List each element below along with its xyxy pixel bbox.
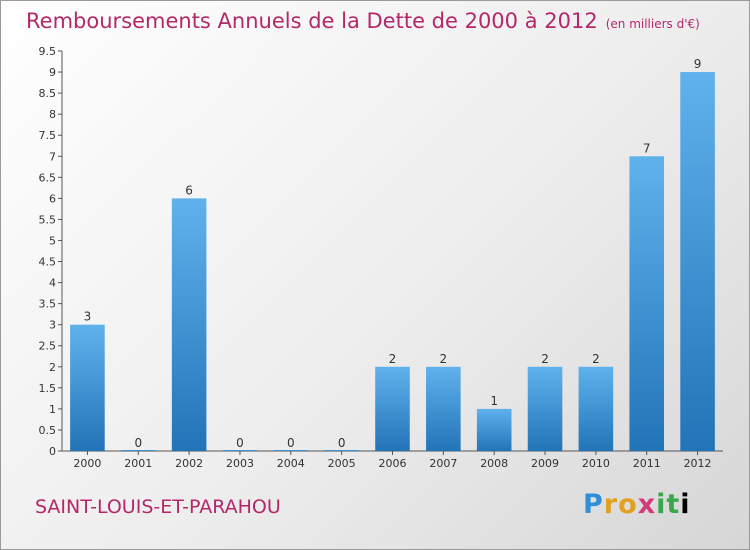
bar-2000 [70,324,105,451]
data-label: 0 [134,436,142,450]
y-tick-label: 6 [49,192,56,205]
y-tick-label: 8.5 [39,87,57,100]
data-label: 1 [490,394,498,408]
commune-name: SAINT-LOUIS-ET-PARAHOU [35,496,281,518]
y-tick-label: 3.5 [39,298,57,311]
bar-2012 [680,72,715,451]
bars [70,72,715,451]
y-tick-label: 3 [49,319,56,332]
data-label: 6 [185,183,193,197]
bar-2002 [171,198,207,451]
x-tick-label: 2006 [379,457,407,470]
y-tick-label: 1.5 [39,382,57,395]
bar-2003 [222,450,258,451]
y-tick-label: 2.5 [39,340,57,353]
x-tick-label: 2005 [328,457,356,470]
data-label: 0 [236,436,244,450]
data-label: 9 [694,57,702,71]
bar-2008 [476,408,512,451]
logo-letter: r [603,489,619,520]
proxiti-logo: Proxiti [583,489,691,520]
x-tick-label: 2000 [73,457,101,470]
bar-2006 [375,366,410,451]
y-tick-label: 6.5 [39,171,57,184]
y-tick-label: 8 [49,108,56,121]
bar-2011 [629,156,665,451]
x-tick-label: 2001 [124,457,152,470]
logo-letter: i [680,489,691,520]
y-tick-label: 1 [49,403,56,416]
x-tick-label: 2007 [429,457,457,470]
y-tick-label: 4.5 [39,256,57,269]
x-tick-label: 2010 [582,457,610,470]
bar-2005 [324,450,359,451]
labels: 0 0.5 1 1.5 2 2.5 3 3.5 4 4.5 5 5.5 6 6.5 7 7.5 8 8.5 9 9.5… [39,45,712,470]
logo-letter: i [656,489,667,520]
logo-letter: t [666,489,681,520]
x-tick-label: 2009 [531,457,559,470]
data-label: 2 [592,352,600,366]
bar-2001 [120,450,156,451]
y-tick-label: 2 [49,361,56,374]
y-tick-label: 5.5 [39,213,57,226]
data-label: 3 [84,310,92,324]
bar-2009 [527,366,563,451]
x-tick-label: 2004 [277,457,305,470]
x-tick-label: 2012 [684,457,712,470]
data-label: 2 [440,352,448,366]
y-tick-label: 0 [49,445,56,458]
y-tick-label: 7 [49,150,56,163]
x-tick-label: 2008 [480,457,508,470]
y-tick-label: 4 [49,277,56,290]
y-tick-label: 5 [49,234,56,247]
data-label: 0 [338,436,346,450]
x-tick-label: 2003 [226,457,254,470]
x-tick-label: 2011 [633,457,661,470]
data-label: 2 [541,352,549,366]
logo-letter: P [583,489,604,520]
chart-title-text: Remboursements Annuels de la Dette de 20… [26,9,598,33]
y-tick-label: 7.5 [39,129,57,142]
bar-2007 [426,366,461,451]
logo-letter: o [618,489,638,520]
data-label: 0 [287,436,295,450]
chart-subtitle: (en milliers d'€) [605,17,700,31]
data-label: 7 [643,141,651,155]
x-tick-label: 2002 [175,457,203,470]
logo-letter: x [637,489,657,520]
y-tick-label: 9.5 [39,45,57,58]
y-tick-label: 9 [49,66,56,79]
bar-2004 [273,450,309,451]
bar-2010 [578,366,614,451]
chart-title: Remboursements Annuels de la Dette de 20… [26,9,700,33]
data-label: 2 [389,352,397,366]
y-tick-label: 0.5 [39,424,57,437]
